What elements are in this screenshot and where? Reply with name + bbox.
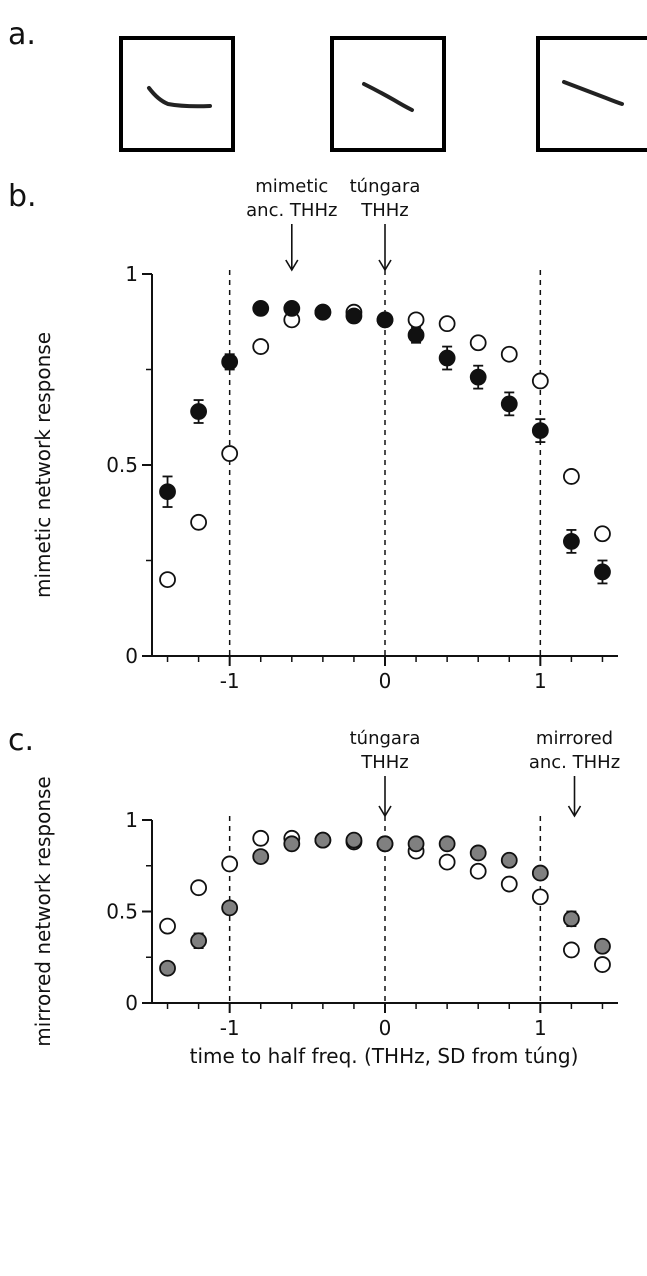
data-point (221, 855, 239, 873)
annotation-text: THHz (360, 200, 409, 221)
data-point (221, 353, 239, 371)
data-point (283, 299, 301, 317)
x-tick-label: 0 (379, 669, 392, 693)
data-point (438, 853, 456, 871)
data-point (252, 299, 270, 317)
annotation-text: THHz (360, 752, 409, 773)
data-point (563, 533, 580, 550)
data-point (345, 307, 363, 325)
data-point (531, 372, 549, 390)
data-point (531, 864, 549, 882)
data-point (221, 899, 239, 917)
data-point (407, 326, 425, 344)
panel-label-a: a. (8, 17, 36, 52)
y-tick-label: 0 (125, 991, 138, 1015)
data-point (594, 937, 611, 955)
x-tick-label: 1 (534, 669, 547, 693)
stimulus-sweep-3 (562, 80, 624, 106)
data-point (159, 571, 176, 588)
annotation-text: mimetic (255, 176, 328, 197)
panel-label-b: b. (8, 179, 37, 214)
stimulus-sweep-1 (147, 86, 212, 109)
data-point (469, 334, 487, 352)
data-point (252, 338, 270, 355)
y-tick-label: 0.5 (106, 453, 138, 477)
data-point (190, 932, 208, 950)
data-point (221, 445, 239, 462)
stimulus-box-1 (119, 36, 235, 152)
y-axis-label: mimetic network response (31, 332, 55, 598)
stimulus-box-2 (330, 36, 446, 152)
data-point (376, 311, 394, 329)
data-point (438, 835, 456, 853)
y-tick-label: 1 (125, 808, 138, 832)
data-point (314, 831, 332, 849)
y-tick-label: 1 (125, 262, 138, 286)
data-point (500, 851, 518, 869)
stimulus-thumbnails (119, 36, 647, 152)
data-point (190, 513, 208, 531)
chart-mimetic: 0 0.5 1 -1 0 1 mimetic network response mimetic… (31, 176, 618, 693)
data-point (531, 422, 549, 440)
data-point (252, 848, 270, 865)
data-point (594, 563, 611, 581)
data-point (159, 959, 176, 977)
data-point (563, 468, 580, 485)
data-point (407, 311, 425, 329)
x-tick-label: -1 (220, 669, 240, 693)
data-point (283, 835, 301, 853)
y-axis-label: mirrored network response (31, 776, 55, 1047)
data-point (190, 879, 208, 897)
annotation-arrow-head (378, 805, 392, 818)
x-tick-label: 0 (379, 1016, 392, 1040)
annotation-text: anc. THHz (246, 200, 337, 221)
data-point (252, 829, 270, 847)
data-point (469, 368, 487, 386)
x-tick-label: -1 (220, 1016, 240, 1040)
data-point (314, 303, 332, 321)
annotation-text: túngara (350, 176, 421, 197)
x-tick-label: 1 (534, 1016, 547, 1040)
data-point (469, 844, 487, 862)
x-axis-label: time to half freq. (THHz, SD from túng) (190, 1044, 579, 1068)
data-point (345, 831, 363, 849)
annotation-text: anc. THHz (529, 752, 620, 773)
data-point (500, 345, 518, 363)
data-point (563, 941, 580, 959)
chart-mirrored: 0 0.5 1 -1 0 1 mirrored network response time t… (31, 728, 620, 1068)
data-point (500, 875, 518, 893)
data-point (190, 403, 208, 420)
annotation-text: túngara (350, 728, 421, 749)
stimulus-sweep-2 (362, 82, 414, 112)
panel-label-c: c. (8, 723, 34, 758)
y-tick-label: 0 (125, 644, 138, 668)
data-point (469, 862, 487, 880)
annotation-arrow-head (567, 805, 582, 818)
data-point (407, 835, 425, 853)
data-point (159, 917, 176, 935)
annotation-text: mirrored (536, 728, 613, 749)
data-point (594, 525, 611, 543)
data-point (563, 910, 580, 928)
data-point (159, 483, 176, 501)
data-point (376, 835, 394, 853)
data-point (531, 888, 549, 906)
data-point (438, 315, 456, 333)
data-point (594, 956, 611, 973)
data-point (500, 395, 518, 413)
y-tick-label: 0.5 (106, 900, 138, 924)
annotation-arrow-head (285, 259, 299, 272)
data-point (438, 349, 456, 367)
annotation-arrow-head (378, 259, 392, 272)
